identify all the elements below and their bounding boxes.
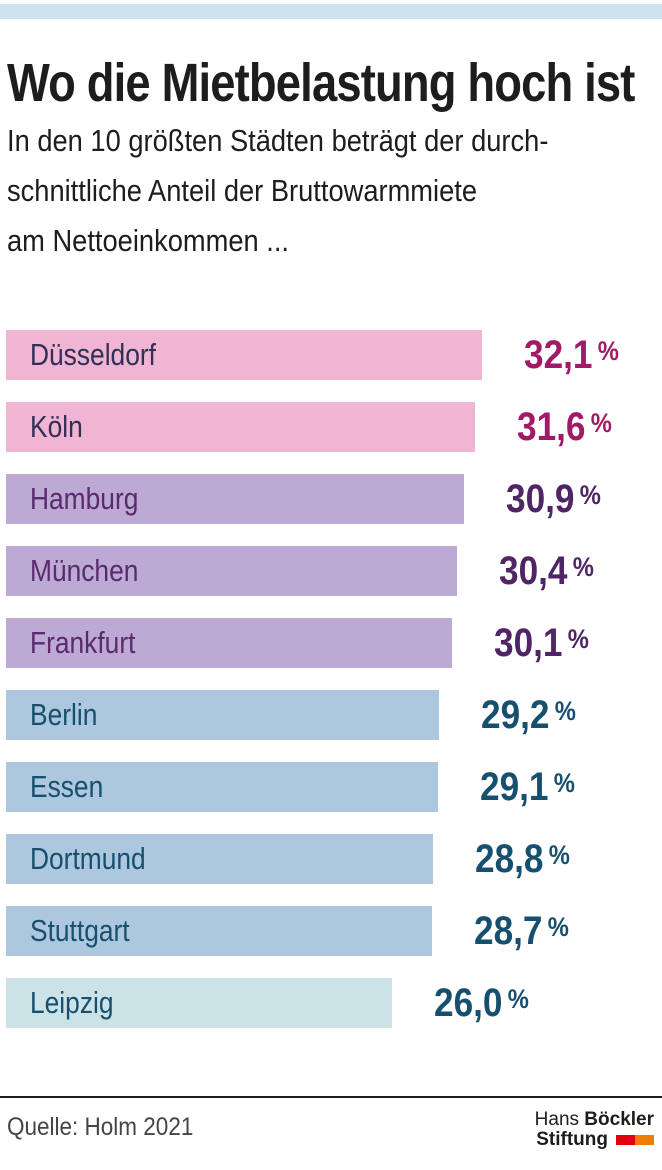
bar-value: 29,1% bbox=[480, 762, 575, 816]
bar-value-number: 30,4 bbox=[498, 549, 568, 593]
bar-row: Essen 29,1% bbox=[6, 762, 662, 812]
source-note: Quelle: Holm 2021 bbox=[7, 1113, 194, 1141]
bar-frankfurt: Frankfurt bbox=[6, 618, 453, 668]
percent-sign: % bbox=[507, 984, 529, 1014]
percent-sign: % bbox=[579, 480, 602, 510]
percent-sign: % bbox=[548, 840, 570, 870]
bar-value-number: 28,7 bbox=[473, 909, 543, 953]
percent-sign: % bbox=[553, 768, 575, 798]
logo-line-1: Hans Böckler bbox=[535, 1110, 654, 1130]
bar-dortmund: Dortmund bbox=[6, 834, 434, 884]
bar-value: 30,4% bbox=[499, 546, 594, 600]
bar-value-number: 31,6 bbox=[516, 405, 586, 449]
bar-stuttgart: Stuttgart bbox=[6, 906, 432, 956]
bar-label: Frankfurt bbox=[30, 625, 136, 660]
percent-sign: % bbox=[568, 624, 590, 654]
percent-sign: % bbox=[554, 696, 576, 726]
bar-value-number: 29,2 bbox=[480, 693, 550, 737]
bar-value-number: 26,0 bbox=[433, 981, 503, 1025]
top-accent-band bbox=[0, 4, 662, 19]
percent-sign: % bbox=[590, 408, 612, 438]
bar-value: 30,1% bbox=[494, 618, 589, 672]
bar-row: München 30,4% bbox=[6, 546, 662, 596]
bar-hamburg: Hamburg bbox=[6, 474, 465, 524]
logo-red-square bbox=[616, 1135, 635, 1145]
logo-text-boeckler: Böckler bbox=[584, 1109, 654, 1130]
bar-row: Düsseldorf 32,1% bbox=[6, 330, 662, 380]
bar-value: 29,2% bbox=[481, 690, 576, 744]
logo-line-2: Stiftung bbox=[535, 1130, 654, 1150]
bar-dsseldorf: Düsseldorf bbox=[6, 330, 482, 380]
logo-orange-square bbox=[635, 1135, 654, 1145]
bar-row: Berlin 29,2% bbox=[6, 690, 662, 740]
bar-value-number: 29,1 bbox=[479, 765, 549, 809]
bar-essen: Essen bbox=[6, 762, 438, 812]
bar-value-number: 28,8 bbox=[475, 837, 544, 881]
bar-label: Stuttgart bbox=[30, 913, 130, 948]
bar-value: 31,6% bbox=[517, 402, 612, 456]
bar-label: München bbox=[30, 553, 139, 588]
bar-row: Stuttgart 28,7% bbox=[6, 906, 662, 956]
percent-sign: % bbox=[597, 336, 619, 366]
bar-value: 30,9% bbox=[506, 474, 601, 528]
bar-berlin: Berlin bbox=[6, 690, 439, 740]
bar-label: Hamburg bbox=[30, 481, 139, 516]
bar-value: 32,1% bbox=[524, 330, 619, 384]
bar-leipzig: Leipzig bbox=[6, 978, 392, 1028]
logo-text-hans: Hans bbox=[534, 1109, 580, 1130]
bar-row: Köln 31,6% bbox=[6, 402, 662, 452]
bar-label: Essen bbox=[30, 769, 104, 804]
bar-value-number: 30,9 bbox=[506, 477, 575, 521]
bar-label: Köln bbox=[30, 409, 83, 444]
subtitle-line-1: In den 10 größten Städten beträgt der du… bbox=[7, 123, 549, 158]
subtitle-line-3: am Nettoeinkommen ... bbox=[7, 223, 290, 258]
bar-chart: Düsseldorf 32,1% Köln 31,6% Hamburg 30,9% Münc… bbox=[6, 330, 662, 1050]
subtitle-line-2: schnittliche Anteil der Bruttowarmmiete bbox=[7, 173, 478, 208]
percent-sign: % bbox=[547, 912, 569, 942]
subtitle: In den 10 größten Städten beträgt der du… bbox=[7, 116, 622, 266]
bar-value-number: 32,1 bbox=[524, 333, 593, 377]
bar-label: Leipzig bbox=[30, 985, 114, 1020]
bar-row: Hamburg 30,9% bbox=[6, 474, 662, 524]
bar-label: Düsseldorf bbox=[30, 337, 156, 372]
bar-value: 28,8% bbox=[475, 834, 570, 888]
bar-value: 28,7% bbox=[474, 906, 569, 960]
bar-mnchen: München bbox=[6, 546, 457, 596]
bar-row: Frankfurt 30,1% bbox=[6, 618, 662, 668]
bar-value-number: 30,1 bbox=[494, 621, 563, 665]
bar-value: 26,0% bbox=[434, 978, 529, 1032]
logo-text-stiftung: Stiftung bbox=[536, 1129, 608, 1150]
bar-row: Dortmund 28,8% bbox=[6, 834, 662, 884]
page-title: Wo die Mietbelastung hoch ist bbox=[7, 53, 635, 113]
bar-label: Dortmund bbox=[30, 841, 146, 876]
bar-label: Berlin bbox=[30, 697, 98, 732]
hans-boeckler-stiftung-logo: Hans Böckler Stiftung bbox=[535, 1110, 654, 1150]
percent-sign: % bbox=[572, 552, 594, 582]
bar-kln: Köln bbox=[6, 402, 475, 452]
bar-row: Leipzig 26,0% bbox=[6, 978, 662, 1028]
footer-divider bbox=[0, 1096, 662, 1098]
